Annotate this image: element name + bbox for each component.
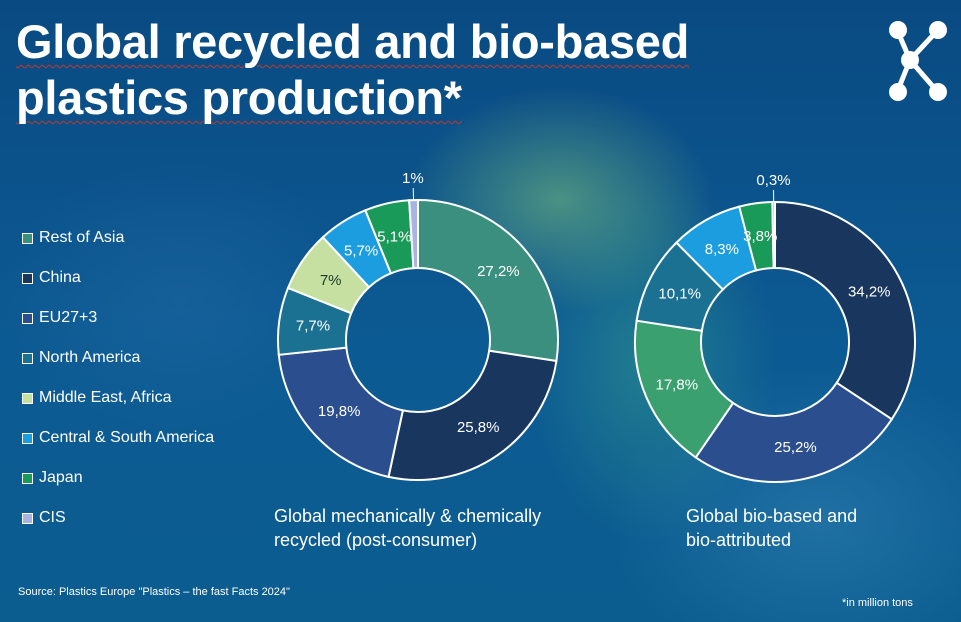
slice-label: 3,8% — [743, 228, 777, 245]
legend-item: North America — [22, 338, 214, 378]
legend-item: Japan — [22, 458, 214, 498]
chart-legend: Rest of Asia China EU27+3 North America … — [22, 218, 214, 538]
legend-label: Central & South America — [39, 429, 215, 446]
legend-label: China — [39, 269, 81, 286]
slice-label: 25,2% — [774, 439, 817, 456]
slice-label: 8,3% — [705, 241, 739, 258]
recycled-chart-caption: Global mechanically & chemically recycle… — [274, 504, 541, 552]
slice-label: 34,2% — [848, 283, 891, 300]
legend-swatch — [22, 352, 33, 364]
legend-swatch — [22, 392, 33, 404]
legend-label: Middle East, Africa — [39, 389, 172, 406]
donut-slice — [417, 198, 559, 363]
slice-label: 1% — [402, 170, 424, 187]
donut-slice — [387, 349, 558, 481]
legend-label: North America — [39, 349, 141, 366]
legend-label: EU27+3 — [39, 309, 98, 326]
network-nodes-icon — [889, 21, 947, 101]
slice-label: 7% — [320, 272, 342, 289]
legend-item: Rest of Asia — [22, 218, 214, 258]
legend-swatch — [22, 432, 33, 444]
legend-item: EU27+3 — [22, 298, 214, 338]
donut-slice — [277, 346, 405, 479]
legend-swatch — [22, 232, 33, 244]
bio-based-chart-caption: Global bio-based and bio-attributed — [686, 504, 857, 552]
legend-label: Japan — [39, 469, 83, 486]
donut-slice — [774, 200, 916, 421]
legend-item: China — [22, 258, 214, 298]
legend-label: Rest of Asia — [39, 229, 125, 246]
legend-swatch — [22, 312, 33, 324]
slice-label: 27,2% — [477, 263, 520, 280]
footnote: *in million tons — [842, 597, 913, 609]
donut-slice — [771, 200, 776, 270]
slice-label: 17,8% — [656, 376, 699, 393]
page-title: Global recycled and bio-based plastics p… — [16, 14, 836, 126]
slice-label: 19,8% — [318, 403, 361, 420]
caption-line: Global mechanically & chemically — [274, 506, 542, 526]
slice-label: 25,8% — [457, 419, 500, 436]
caption-line: bio-attributed — [686, 530, 792, 550]
slice-label: 0,3% — [756, 172, 790, 189]
donut-slice — [408, 198, 419, 270]
slice-label: 5,7% — [344, 243, 378, 260]
recycled-donut-chart: 27,2% 25,8% 19,8% 7,7% 7%5,7%5,1% 1% — [277, 170, 559, 481]
legend-swatch — [22, 272, 33, 284]
bio-based-donut-chart: 34,2% 25,2% 17,8% 10,1% 8,3%3,8% 0,3% — [634, 172, 916, 483]
slice-label: 10,1% — [658, 285, 701, 302]
slice-label: 5,1% — [377, 229, 411, 246]
donut-slice — [694, 381, 894, 483]
legend-item: Central & South America — [22, 418, 214, 458]
title-line-1: Global recycled and bio-based — [16, 15, 689, 68]
caption-line: Global bio-based and — [686, 506, 858, 526]
legend-swatch — [22, 512, 33, 524]
source-note: Source: Plastics Europe "Plastics – the … — [18, 586, 290, 598]
legend-label: CIS — [39, 509, 66, 526]
slice-label: 7,7% — [296, 317, 330, 334]
legend-item: Middle East, Africa — [22, 378, 214, 418]
legend-swatch — [22, 472, 33, 484]
legend-item: CIS — [22, 498, 214, 538]
title-line-2: plastics production* — [16, 71, 462, 124]
caption-line: recycled (post-consumer) — [274, 530, 478, 550]
